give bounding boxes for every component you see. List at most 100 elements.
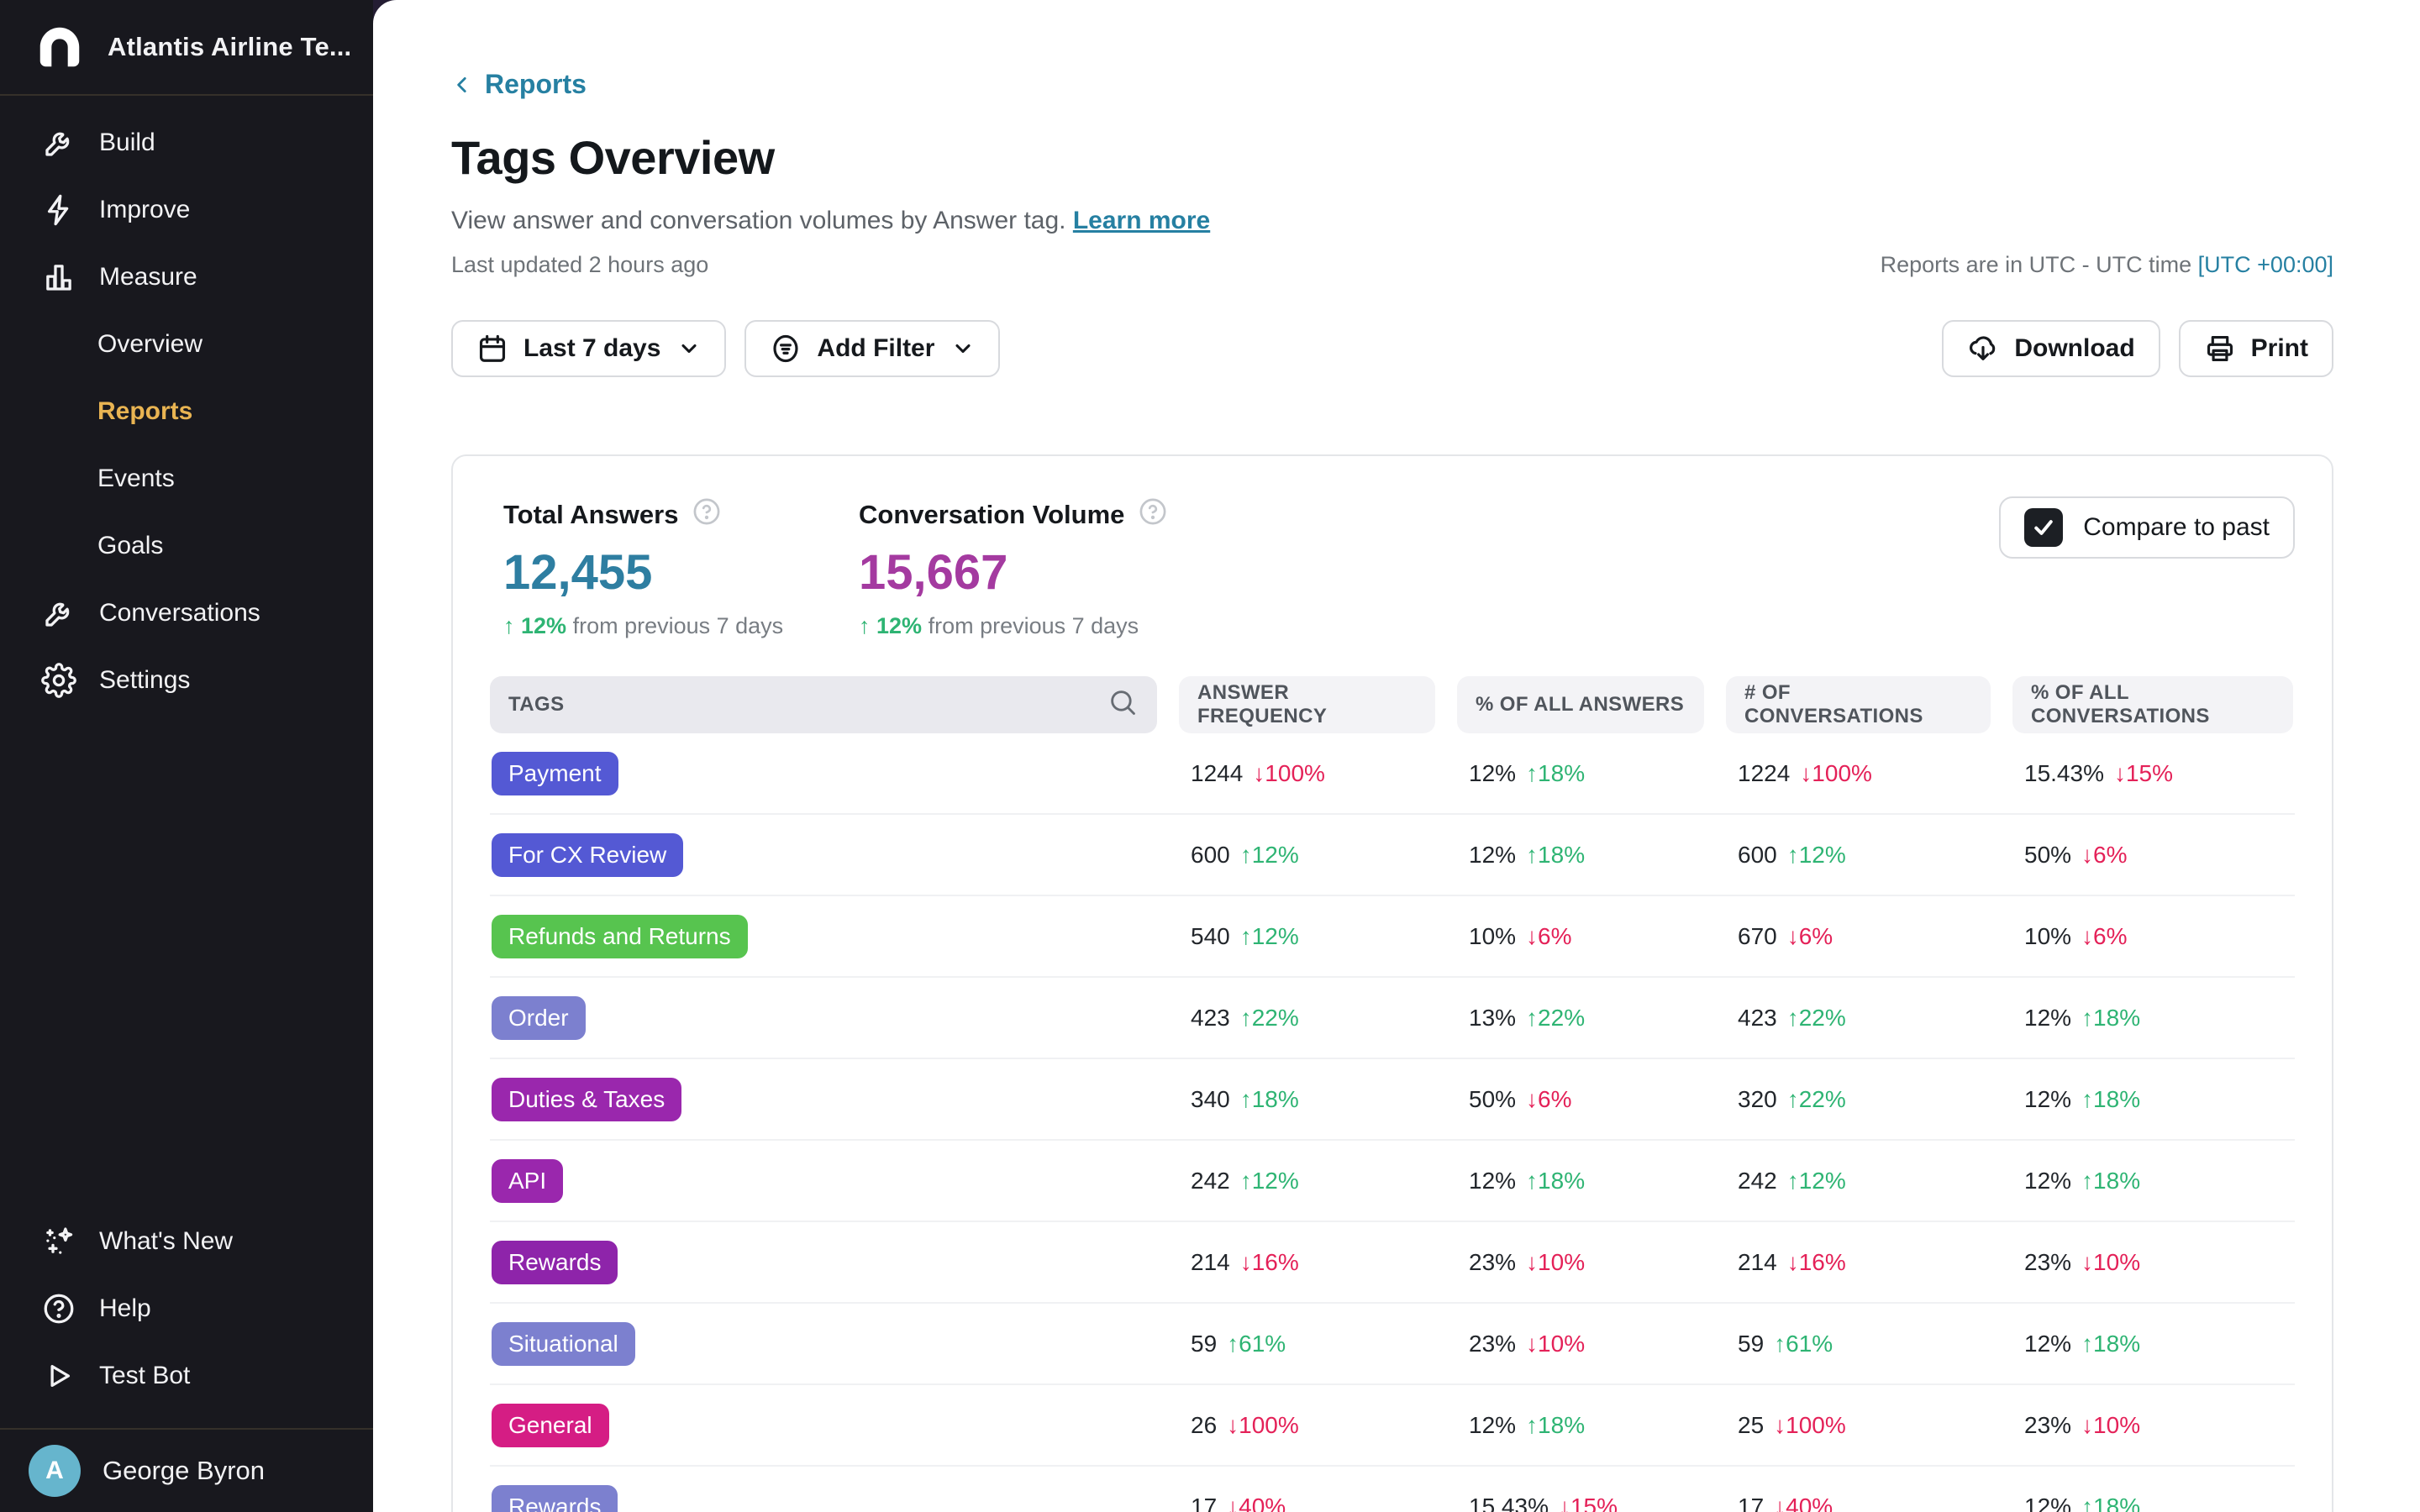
user-name: George Byron <box>103 1456 265 1486</box>
timezone-link[interactable]: [UTC +00:00] <box>2198 252 2333 277</box>
question-circle-icon[interactable] <box>1138 496 1168 533</box>
stat-value: 15,667 <box>859 547 1214 599</box>
tag-badge[interactable]: General <box>492 1404 609 1447</box>
column-header-label: % OF ALL CONVERSATIONS <box>2031 681 2275 728</box>
table-row-for-cx-review: For CX Review600↑12%12%↑18%600↑12%50%↓6% <box>490 815 2295 896</box>
sidebar-item-conversations[interactable]: Conversations <box>0 580 373 647</box>
sidebar-item-label: Events <box>97 465 175 493</box>
download-button[interactable]: Download <box>1942 320 2160 377</box>
table-cell: 600↑12% <box>1179 842 1435 869</box>
tag-badge[interactable]: Order <box>492 996 586 1040</box>
table-cell: 12%↑18% <box>2012 1086 2293 1113</box>
table-cell: 23%↓10% <box>2012 1412 2293 1439</box>
tag-badge[interactable]: For CX Review <box>492 833 683 877</box>
column-header-of-all-conversations[interactable]: % OF ALL CONVERSATIONS <box>2012 676 2293 733</box>
add-filter-button[interactable]: Add Filter <box>744 320 1000 377</box>
avatar: A <box>29 1445 81 1497</box>
gear-icon <box>40 662 77 699</box>
lightning-icon <box>40 192 77 228</box>
table-cell: 242↑12% <box>1726 1168 1991 1194</box>
chevron-down-icon <box>677 337 701 360</box>
sidebar-item-reports[interactable]: Reports <box>0 378 373 445</box>
table-cell: 17↓40% <box>1179 1494 1435 1512</box>
sidebar-item-measure[interactable]: Measure <box>0 244 373 311</box>
checkbox-checked-icon <box>2024 508 2063 547</box>
table-cell: 12%↑18% <box>1457 760 1704 787</box>
table-cell: 670↓6% <box>1726 923 1991 950</box>
stat-card-total-answers: Total Answers12,455↑ 12% from previous 7… <box>503 496 859 639</box>
table-cell: 423↑22% <box>1726 1005 1991 1032</box>
table-cell: 23%↓10% <box>1457 1331 1704 1357</box>
table-cell: 15.43%↓15% <box>2012 760 2293 787</box>
sidebar: Atlantis Airline Te... BuildImprove Measu… <box>0 0 373 1512</box>
ada-logo-icon <box>34 21 86 73</box>
main-content: Reports Tags Overview View answer and co… <box>373 0 2420 1512</box>
table-cell: 50%↓6% <box>2012 842 2293 869</box>
column-header-of-conversations[interactable]: # OF CONVERSATIONS <box>1726 676 1991 733</box>
table-cell: 10%↓6% <box>2012 923 2293 950</box>
learn-more-link[interactable]: Learn more <box>1073 207 1210 234</box>
sidebar-item-label: Measure <box>99 263 197 291</box>
compare-to-past-toggle[interactable]: Compare to past <box>1999 496 2295 559</box>
column-header-answer-frequency[interactable]: ANSWER FREQUENCY <box>1179 676 1435 733</box>
sidebar-item-build[interactable]: Build <box>0 109 373 176</box>
table-cell: 13%↑22% <box>1457 1005 1704 1032</box>
tag-badge[interactable]: Situational <box>492 1322 635 1366</box>
date-range-button[interactable]: Last 7 days <box>451 320 726 377</box>
table-cell: 10%↓6% <box>1457 923 1704 950</box>
tag-badge[interactable]: Rewards <box>492 1241 618 1284</box>
column-header-tags[interactable]: TAGS <box>490 676 1157 733</box>
sidebar-item-events[interactable]: Events <box>0 445 373 512</box>
tag-badge[interactable]: Refunds and Returns <box>492 915 748 958</box>
question-circle-icon[interactable] <box>692 496 722 533</box>
sidebar-item-goals[interactable]: Goals <box>0 512 373 580</box>
wrench-icon <box>40 124 77 161</box>
sidebar-item-test-bot[interactable]: Test Bot <box>0 1342 373 1410</box>
sidebar-item-settings[interactable]: Settings <box>0 647 373 714</box>
table-cell: 12%↑18% <box>2012 1168 2293 1194</box>
tag-badge[interactable]: Rewards <box>492 1485 618 1512</box>
print-button[interactable]: Print <box>2179 320 2333 377</box>
column-header-label: TAGS <box>508 693 565 717</box>
page-subtitle: View answer and conversation volumes by … <box>451 207 2333 235</box>
sidebar-item-overview[interactable]: Overview <box>0 311 373 378</box>
breadcrumb-back-reports[interactable]: Reports <box>451 69 587 100</box>
table-cell: 12%↑18% <box>1457 1168 1704 1194</box>
table-row-rewards: Rewards214↓16%23%↓10%214↓16%23%↓10% <box>490 1222 2295 1304</box>
tag-badge[interactable]: API <box>492 1159 563 1203</box>
table-row-duties-taxes: Duties & Taxes340↑18%50%↓6%320↑22%12%↑18… <box>490 1059 2295 1141</box>
search-icon[interactable] <box>1107 686 1139 724</box>
sidebar-item-label: Overview <box>97 330 203 359</box>
stat-card-conversation-volume: Conversation Volume15,667↑ 12% from prev… <box>859 496 1214 639</box>
sidebar-item-improve[interactable]: Improve <box>0 176 373 244</box>
sidebar-item-what-s-new[interactable]: What's New <box>0 1208 373 1275</box>
workspace-switcher[interactable]: Atlantis Airline Te... <box>0 0 373 96</box>
table-row-refunds-and-returns: Refunds and Returns 540↑12% 10%↓6% 670↓6% 10… <box>490 896 2295 978</box>
last-updated-text: Last updated 2 hours ago <box>451 252 708 278</box>
stat-cards: Total Answers12,455↑ 12% from previous 7… <box>503 496 1214 639</box>
sidebar-item-label: What's New <box>99 1227 233 1256</box>
table-cell: 12%↑18% <box>2012 1331 2293 1357</box>
table-cell: 12%↑18% <box>2012 1005 2293 1032</box>
user-menu[interactable]: A George Byron <box>0 1428 373 1512</box>
tag-badge[interactable]: Duties & Taxes <box>492 1078 681 1121</box>
table-header: TAGS ANSWER FREQUENCY % OF ALL ANSWERS # OF… <box>490 676 2295 733</box>
column-header-of-all-answers[interactable]: % OF ALL ANSWERS <box>1457 676 1704 733</box>
filter-icon <box>770 333 802 365</box>
stat-value: 12,455 <box>503 547 859 599</box>
table-cell: 340↑18% <box>1179 1086 1435 1113</box>
column-header-label: % OF ALL ANSWERS <box>1476 693 1684 717</box>
play-icon <box>40 1357 77 1394</box>
column-header-label: # OF CONVERSATIONS <box>1744 681 1972 728</box>
table-cell: 214↓16% <box>1179 1249 1435 1276</box>
table-cell: 540↑12% <box>1179 923 1435 950</box>
stat-change: ↑ 12% from previous 7 days <box>503 612 859 639</box>
tag-badge[interactable]: Payment <box>492 752 618 795</box>
table-cell: 12%↑18% <box>2012 1494 2293 1512</box>
sidebar-item-help[interactable]: Help <box>0 1275 373 1342</box>
stat-change: ↑ 12% from previous 7 days <box>859 612 1214 639</box>
table-row-general: General26↓100%12%↑18%25↓100%23%↓10% <box>490 1385 2295 1467</box>
table-row-situational: Situational59↑61%23%↓10%59↑61%12%↑18% <box>490 1304 2295 1385</box>
sidebar-item-label: Reports <box>97 397 192 426</box>
page-title: Tags Overview <box>451 130 2333 185</box>
